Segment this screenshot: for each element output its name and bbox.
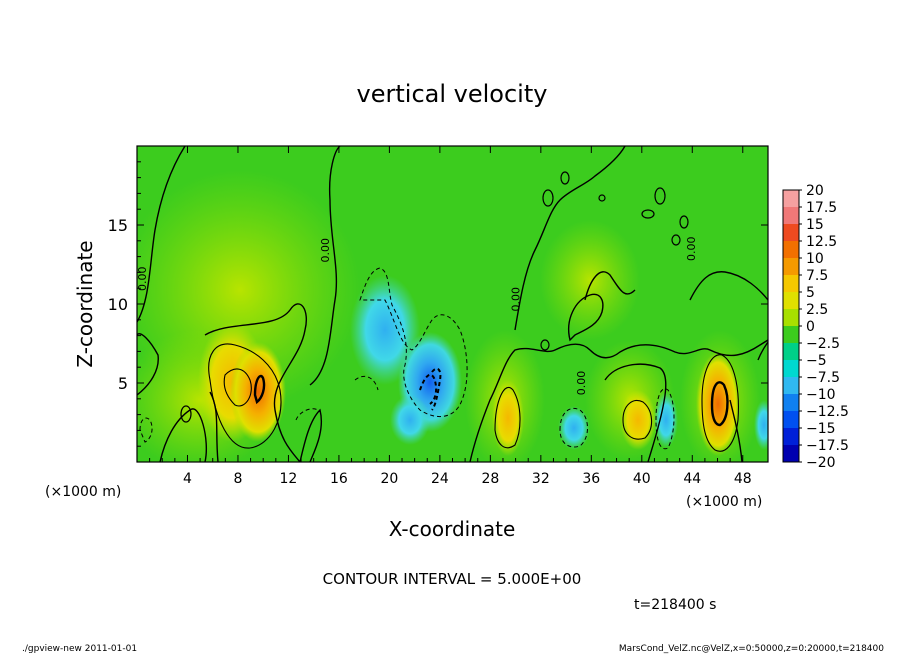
- chart-title: vertical velocity: [357, 80, 548, 108]
- colorbar-segment: [783, 207, 799, 225]
- small-contours: [180, 171, 689, 423]
- colorbar-label: −2.5: [806, 336, 840, 352]
- y-unit-label: (×1000 m): [686, 494, 762, 510]
- colorbar-segment: [783, 360, 799, 378]
- y-tick-label: 5: [118, 374, 128, 393]
- colorbar-segment: [783, 241, 799, 259]
- colorbar-segment: [783, 428, 799, 446]
- contour-label: 0.00: [575, 371, 588, 396]
- x-tick-label: 20: [380, 471, 398, 487]
- x-tick-label: 40: [633, 471, 651, 487]
- thick-contours: [253, 374, 729, 427]
- colorbar-segment: [783, 309, 799, 327]
- heatmap-field: [137, 146, 768, 462]
- footer-left: ./gpview-new 2011-01-01: [22, 644, 137, 654]
- colorbar-label: 20: [806, 183, 824, 199]
- time-text: t=218400 s: [634, 597, 716, 613]
- colorbar-segment: [783, 292, 799, 310]
- x-tick-label: 8: [233, 471, 242, 487]
- x-tick-label: 28: [481, 471, 499, 487]
- colorbar-segment: [783, 326, 799, 344]
- colorbar-label: −5: [806, 353, 827, 369]
- y-axis: 5 10 15: [108, 161, 768, 447]
- colorbar-segment: [783, 445, 799, 463]
- colorbar-segment: [783, 411, 799, 429]
- positive-contours: [208, 343, 739, 452]
- x-axis: 4 8 12 16 20 24 28 32 36 40 44 48: [149, 146, 752, 487]
- colorbar-label: 2.5: [806, 302, 828, 318]
- colorbar-label: −10: [806, 387, 836, 403]
- colorbar-label: −17.5: [806, 438, 849, 454]
- x-tick-label: 44: [683, 471, 701, 487]
- x-unit-label: (×1000 m): [45, 484, 121, 500]
- x-tick-label: 36: [582, 471, 600, 487]
- x-tick-label: 12: [280, 471, 298, 487]
- x-tick-label: 48: [734, 471, 752, 487]
- colorbar-label: 12.5: [806, 234, 837, 250]
- contour-label: 0.00: [136, 266, 149, 291]
- colorbar-label: −15: [806, 421, 836, 437]
- colorbar: 2017.51512.5107.552.50−2.5−5−7.5−10−12.5…: [782, 183, 849, 471]
- footer-right: MarsCond_VelZ.nc@VelZ,x=0:50000,z=0:2000…: [619, 644, 884, 654]
- colorbar-segment: [783, 224, 799, 242]
- colorbar-segment: [783, 343, 799, 361]
- colorbar-label: 0: [806, 319, 815, 335]
- strong-negative-contours: [419, 367, 442, 411]
- contour-labels: 0.00 0.00 0.00 0.00 0.00: [136, 236, 698, 395]
- colorbar-segment: [783, 258, 799, 276]
- colorbar-label: 10: [806, 251, 824, 267]
- colorbar-segment: [783, 394, 799, 412]
- x-tick-label: 32: [532, 471, 550, 487]
- colorbar-label: −7.5: [806, 370, 840, 386]
- contour-label: 0.00: [509, 287, 522, 312]
- colorbar-segment: [783, 275, 799, 293]
- x-tick-label: 16: [330, 471, 348, 487]
- x-axis-label: X-coordinate: [389, 517, 516, 541]
- colorbar-label: −20: [806, 455, 836, 471]
- colorbar-label: −12.5: [806, 404, 849, 420]
- colorbar-segment: [783, 190, 799, 208]
- colorbar-label: 15: [806, 217, 824, 233]
- y-axis-label: Z-coordinate: [73, 240, 97, 367]
- x-tick-label: 24: [431, 471, 449, 487]
- colorbar-label: 7.5: [806, 268, 828, 284]
- colorbar-segment: [783, 377, 799, 395]
- contour-interval-text: CONTOUR INTERVAL = 5.000E+00: [323, 570, 582, 588]
- contour-label: 0.00: [319, 238, 332, 263]
- y-tick-label: 15: [108, 216, 128, 235]
- colorbar-label: 5: [806, 285, 815, 301]
- contour-label: 0.00: [685, 236, 698, 261]
- colorbar-label: 17.5: [806, 200, 837, 216]
- x-tick-label: 4: [183, 471, 192, 487]
- negative-contours: [139, 267, 675, 450]
- y-tick-label: 10: [108, 295, 128, 314]
